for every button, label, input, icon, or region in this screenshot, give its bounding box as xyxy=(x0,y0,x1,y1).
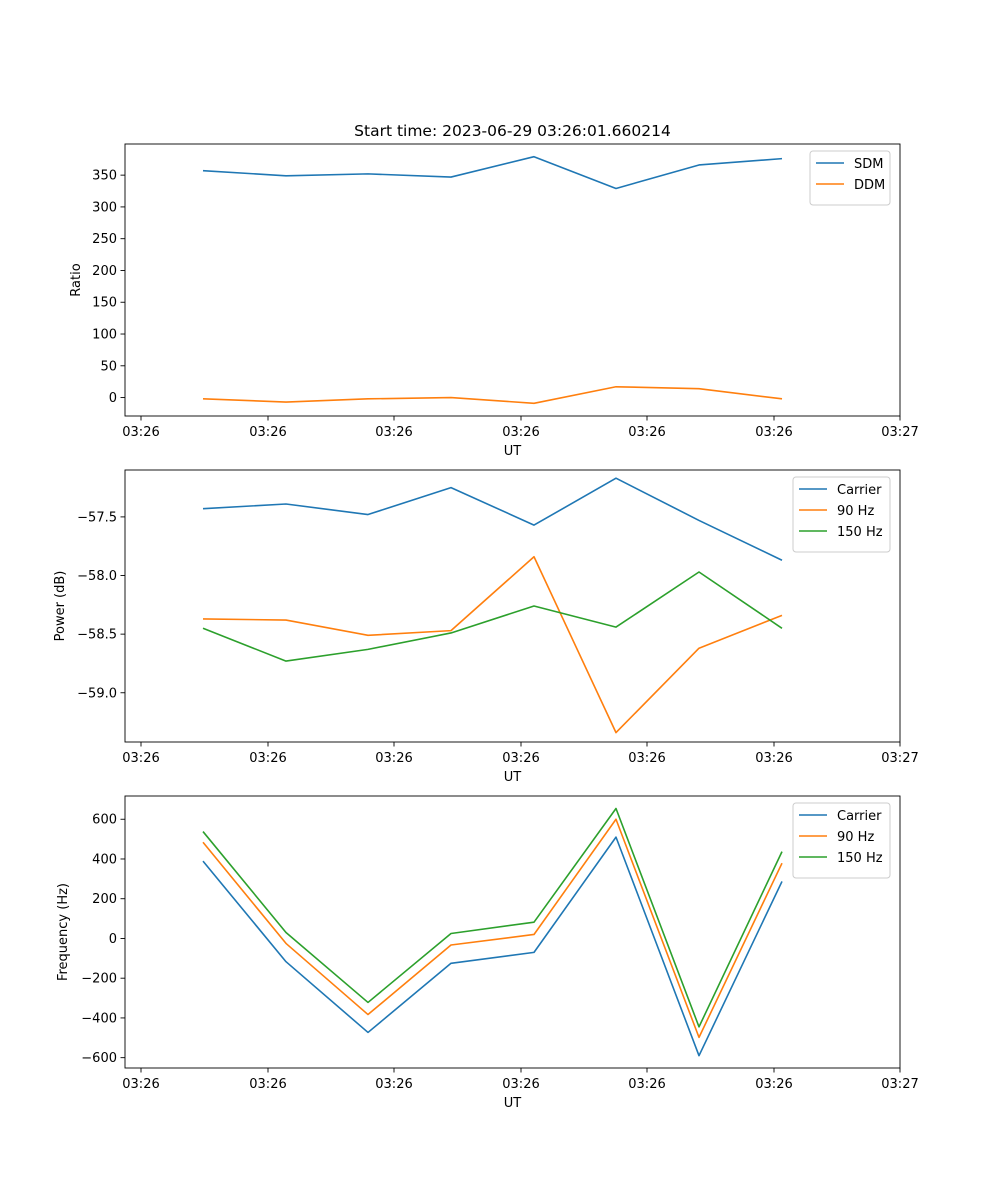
legend-label: 90 Hz xyxy=(837,504,874,519)
y-tick-label: 600 xyxy=(92,813,117,828)
series-line-150-hz xyxy=(202,571,783,662)
legend-box xyxy=(809,150,891,206)
y-axis-label: Frequency (Hz) xyxy=(56,883,71,981)
x-axis-label: UT xyxy=(504,1096,522,1111)
x-axis-label: UT xyxy=(504,444,522,459)
legend-label: 90 Hz xyxy=(837,830,874,845)
legend: SDM DDM xyxy=(809,150,891,206)
legend-label: DDM xyxy=(854,178,885,193)
y-tick-label: −59.0 xyxy=(77,686,117,701)
x-tick-label: 03:26 xyxy=(249,1077,286,1092)
y-tick-label: −200 xyxy=(81,972,117,987)
y-tick-label: 150 xyxy=(92,296,117,311)
y-tick-label: −400 xyxy=(81,1011,117,1026)
series-line-ddm xyxy=(202,385,783,405)
y-axis-label: Ratio xyxy=(69,263,84,296)
subplot-1: 03:26 03:26 03:26 03:26 03:26 03:26 03:27 0 50 10… xyxy=(69,122,919,459)
axes-frame xyxy=(124,795,901,1069)
x-tick-label: 03:26 xyxy=(628,751,665,766)
x-tick-label: 03:26 xyxy=(755,425,792,440)
series-line-90-hz xyxy=(202,818,783,1039)
x-axis-label: UT xyxy=(504,770,522,785)
x-tick-label: 03:26 xyxy=(628,425,665,440)
x-tick-label: 03:26 xyxy=(502,1077,539,1092)
y-axis-label: Power (dB) xyxy=(53,571,68,642)
series-line-sdm xyxy=(202,155,783,190)
y-tick-label: 100 xyxy=(92,328,117,343)
chart-title: Start time: 2023-06-29 03:26:01.660214 xyxy=(354,122,671,140)
y-tick-label: 400 xyxy=(92,852,117,867)
legend-label: 150 Hz xyxy=(837,851,883,866)
y-tick-label: 300 xyxy=(92,200,117,215)
x-tick-label: 03:26 xyxy=(755,1077,792,1092)
legend-label: 150 Hz xyxy=(837,525,883,540)
y-tick-label: 200 xyxy=(92,264,117,279)
legend-box xyxy=(792,476,891,553)
y-tick-label: 50 xyxy=(100,359,117,374)
y-tick-label: −58.5 xyxy=(77,628,117,643)
y-tick-label: 250 xyxy=(92,232,117,247)
subplot-2: 03:26 03:26 03:26 03:26 03:26 03:26 03:27 −59.0… xyxy=(53,469,919,785)
x-tick-label: 03:26 xyxy=(375,751,412,766)
series-line-90-hz xyxy=(202,555,783,734)
y-tick-label: 200 xyxy=(92,892,117,907)
legend-label: Carrier xyxy=(837,483,882,498)
x-tick-label: 03:27 xyxy=(881,751,918,766)
x-tick-label: 03:26 xyxy=(375,1077,412,1092)
legend-box xyxy=(792,802,891,879)
x-tick-label: 03:27 xyxy=(881,425,918,440)
x-tick-label: 03:26 xyxy=(122,1077,159,1092)
x-tick-label: 03:26 xyxy=(628,1077,665,1092)
y-tick-label: −600 xyxy=(81,1051,117,1066)
y-tick-label: 0 xyxy=(109,932,117,947)
legend-label: SDM xyxy=(854,157,883,172)
x-tick-label: 03:26 xyxy=(755,751,792,766)
x-tick-label: 03:26 xyxy=(375,425,412,440)
axes-frame xyxy=(124,469,901,743)
y-tick-label: −57.5 xyxy=(77,510,117,525)
x-tick-label: 03:26 xyxy=(249,425,286,440)
x-tick-label: 03:27 xyxy=(881,1077,918,1092)
subplot-3: 03:26 03:26 03:26 03:26 03:26 03:26 03:27 −600 −… xyxy=(56,795,919,1111)
y-tick-label: −58.0 xyxy=(77,569,117,584)
x-tick-label: 03:26 xyxy=(502,425,539,440)
x-tick-label: 03:26 xyxy=(122,425,159,440)
series-line-carrier xyxy=(202,836,783,1057)
legend: Carrier 90 Hz 150 Hz xyxy=(792,802,891,879)
x-tick-label: 03:26 xyxy=(122,751,159,766)
y-tick-label: 0 xyxy=(109,391,117,406)
y-tick-label: 350 xyxy=(92,169,117,184)
x-tick-label: 03:26 xyxy=(249,751,286,766)
x-tick-label: 03:26 xyxy=(502,751,539,766)
axes-frame xyxy=(124,143,901,417)
legend: Carrier 90 Hz 150 Hz xyxy=(792,476,891,553)
series-line-150-hz xyxy=(202,807,783,1028)
series-line-carrier xyxy=(202,477,783,562)
legend-label: Carrier xyxy=(837,809,882,824)
